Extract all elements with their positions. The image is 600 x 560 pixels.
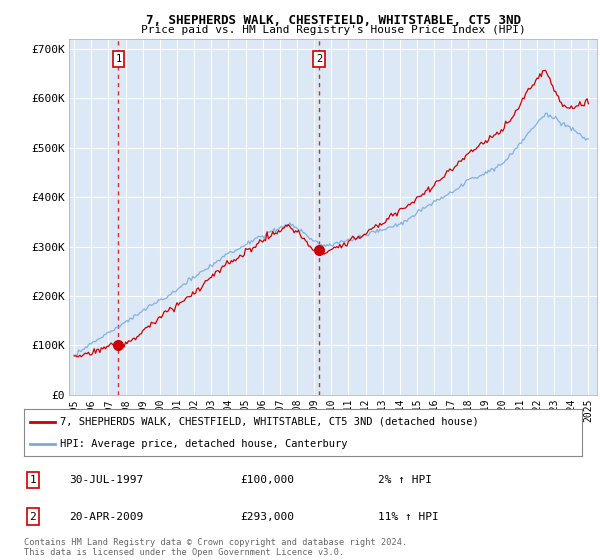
Text: 1: 1: [115, 54, 121, 64]
Text: 30-JUL-1997: 30-JUL-1997: [69, 475, 143, 485]
Text: £293,000: £293,000: [240, 512, 294, 521]
Text: Price paid vs. HM Land Registry's House Price Index (HPI): Price paid vs. HM Land Registry's House …: [140, 25, 526, 35]
Text: 1: 1: [29, 475, 37, 485]
Text: HPI: Average price, detached house, Canterbury: HPI: Average price, detached house, Cant…: [60, 438, 348, 449]
Text: Contains HM Land Registry data © Crown copyright and database right 2024.
This d: Contains HM Land Registry data © Crown c…: [24, 538, 407, 557]
Text: 2: 2: [316, 54, 322, 64]
Text: 20-APR-2009: 20-APR-2009: [69, 512, 143, 521]
Text: 2% ↑ HPI: 2% ↑ HPI: [378, 475, 432, 485]
Text: 11% ↑ HPI: 11% ↑ HPI: [378, 512, 439, 521]
Text: 7, SHEPHERDS WALK, CHESTFIELD, WHITSTABLE, CT5 3ND: 7, SHEPHERDS WALK, CHESTFIELD, WHITSTABL…: [146, 14, 521, 27]
Text: £100,000: £100,000: [240, 475, 294, 485]
Text: 2: 2: [29, 512, 37, 521]
Text: 7, SHEPHERDS WALK, CHESTFIELD, WHITSTABLE, CT5 3ND (detached house): 7, SHEPHERDS WALK, CHESTFIELD, WHITSTABL…: [60, 417, 479, 427]
